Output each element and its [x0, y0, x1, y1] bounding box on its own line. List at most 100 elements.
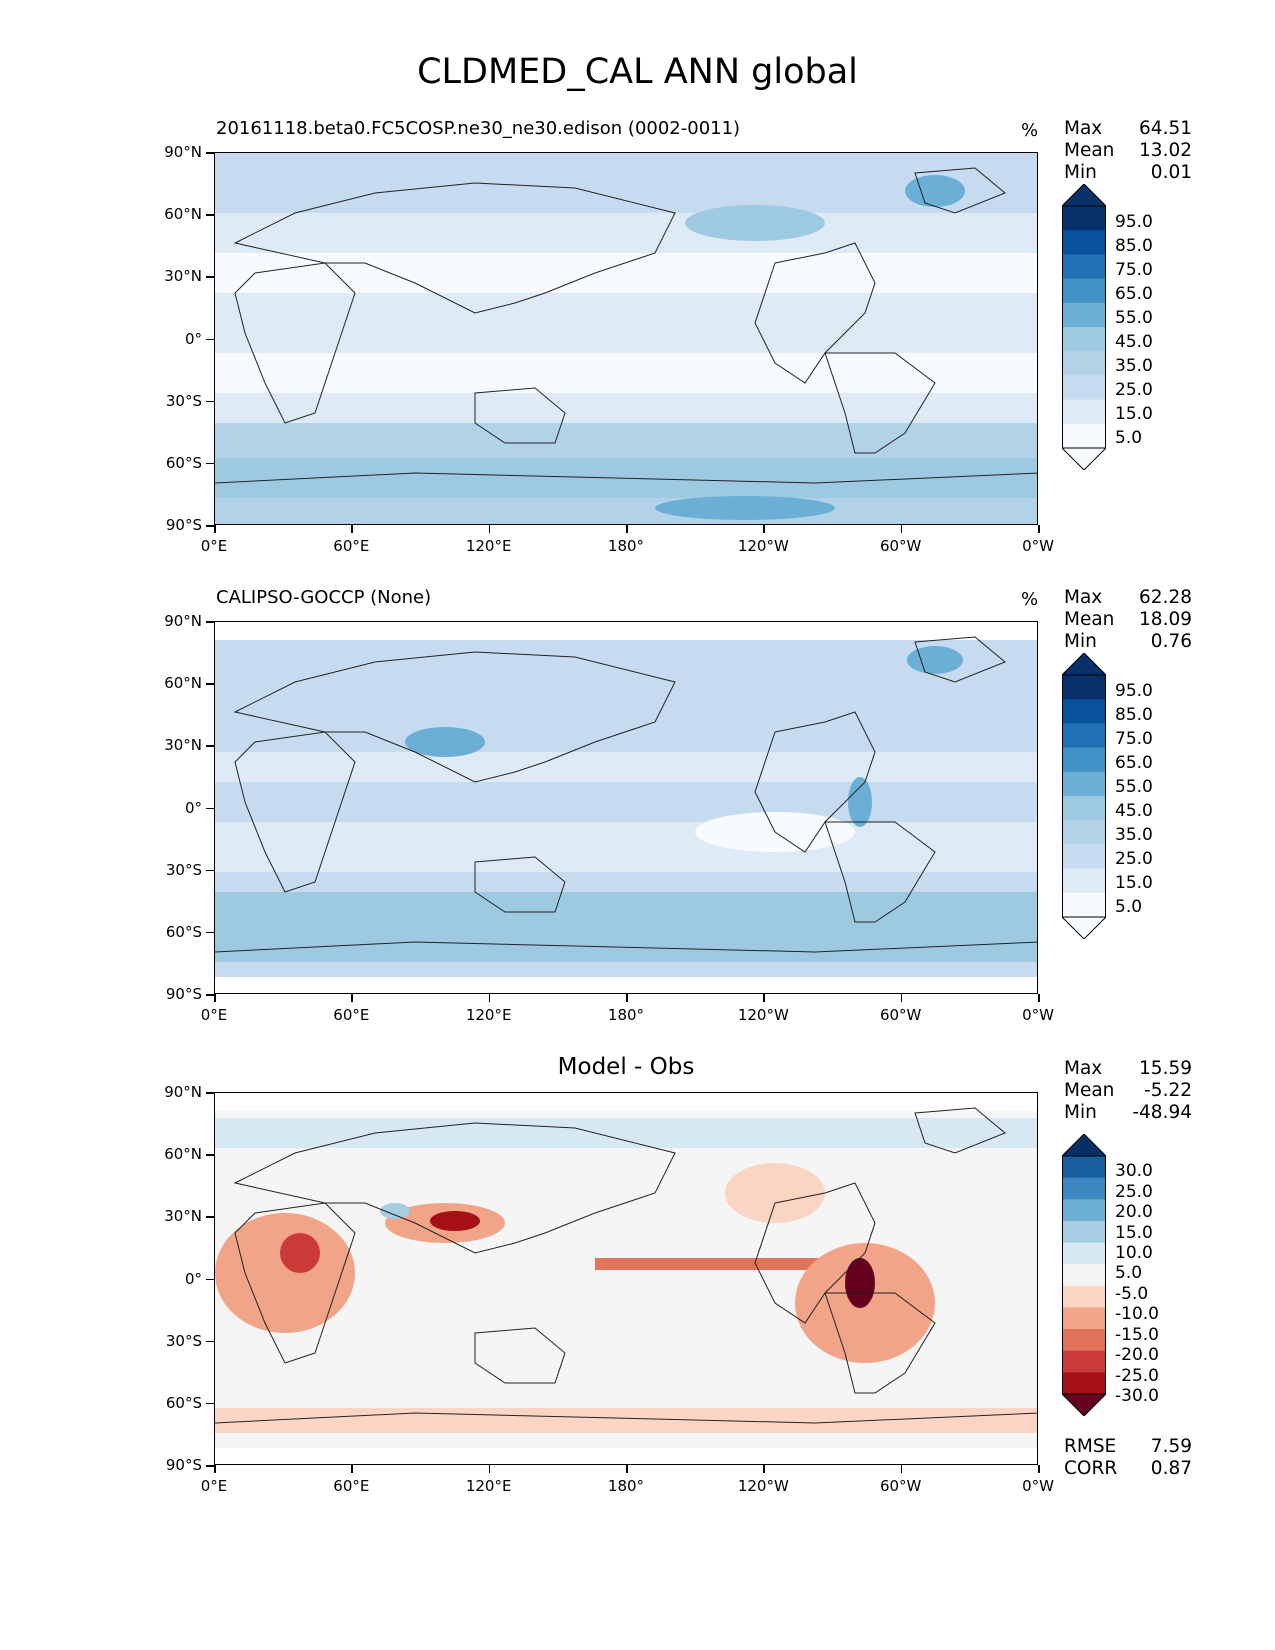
x-tick-label: 120°W — [737, 1006, 789, 1024]
y-tick — [206, 1154, 214, 1156]
x-tick — [488, 1465, 491, 1473]
stats-box: Max 15.59 Mean -5.22 Min -48.94 — [1064, 1058, 1192, 1124]
y-tick-label: 90°N — [164, 1083, 202, 1101]
stats-box: Max 62.28 Mean 18.09 Min 0.76 — [1064, 587, 1192, 653]
colorbar-label: 25.0 — [1115, 380, 1153, 400]
colorbar-segment — [1062, 868, 1106, 894]
x-tick-label: 0°E — [200, 537, 228, 555]
x-tick-label: 120°E — [465, 1006, 512, 1024]
colorbar-segment — [1062, 892, 1106, 918]
map-plot-model — [214, 152, 1038, 525]
x-tick — [214, 525, 216, 533]
colorbar-segment — [1062, 699, 1106, 724]
stat-value: 13.02 — [1139, 140, 1192, 161]
colorbar-label: 25.0 — [1115, 849, 1153, 869]
colorbar-label: 85.0 — [1115, 236, 1153, 256]
x-tick-label: 60°W — [879, 537, 922, 555]
x-tick-label: 180° — [607, 1477, 645, 1495]
y-tick — [206, 621, 214, 623]
coastlines — [215, 167, 1037, 484]
x-tick-label: 0°W — [1022, 1477, 1054, 1495]
colorbar-segment — [1062, 1220, 1106, 1244]
field-blob — [907, 646, 963, 674]
x-tick — [351, 1465, 353, 1473]
rmse-corr-box: RMSE 7.59 CORR 0.87 — [1064, 1436, 1192, 1480]
colorbar-segment — [1062, 327, 1106, 352]
colorbar-segment — [1062, 278, 1106, 304]
field-band — [215, 1118, 1037, 1148]
colorbar-segment — [1062, 1177, 1106, 1200]
y-tick-label: 30°N — [164, 1207, 202, 1226]
y-tick — [206, 745, 214, 747]
colorbar-svg — [1060, 183, 1108, 471]
y-tick-label: 90°N — [164, 143, 202, 161]
colorbar-label: 5.0 — [1115, 428, 1143, 448]
y-tick — [206, 462, 214, 465]
field-band — [215, 822, 1037, 872]
stat-label: Min — [1064, 1102, 1097, 1123]
coastlines — [215, 636, 1037, 953]
colorbar-extend-bottom — [1060, 916, 1108, 940]
y-tick — [206, 214, 214, 216]
x-tick-label: 120°E — [465, 537, 512, 555]
y-tick-label: 30°S — [165, 1331, 202, 1350]
colorbar-segment — [1062, 351, 1106, 376]
panel-model: 20161118.beta0.FC5COSP.ne30_ne30.edison … — [0, 118, 1275, 588]
y-tick — [206, 152, 214, 154]
stat-value: -48.94 — [1132, 1102, 1192, 1123]
field-band — [215, 1408, 1037, 1433]
colorbar-extend-bottom — [1060, 447, 1108, 471]
stat-label: Min — [1064, 162, 1097, 183]
y-tick — [206, 1278, 214, 1280]
x-tick-label: 60°E — [333, 1477, 370, 1495]
stat-value: 0.01 — [1150, 162, 1192, 183]
colorbar-label: -15.0 — [1115, 1325, 1159, 1345]
field-blob — [430, 1211, 480, 1231]
coastlines — [215, 1107, 1037, 1424]
x-tick — [763, 525, 765, 533]
y-tick-label: 60°S — [165, 922, 202, 941]
x-tick-label: 120°E — [465, 1477, 512, 1495]
x-tick — [214, 1465, 216, 1473]
x-tick-label: 60°E — [333, 1006, 370, 1024]
figure-title: CLDMED_CAL ANN global — [417, 52, 858, 92]
y-tick-label: 60°N — [164, 205, 202, 224]
stat-value: 7.59 — [1150, 1436, 1192, 1457]
y-tick — [206, 931, 214, 934]
y-tick-label: 30°S — [165, 860, 202, 879]
stat-label: Mean — [1064, 1080, 1115, 1101]
stat-value: 64.51 — [1139, 118, 1192, 139]
colorbar-segment — [1062, 1307, 1106, 1330]
y-tick-label: 30°N — [164, 736, 202, 755]
colorbar-label: 65.0 — [1115, 284, 1153, 304]
map-svg-diff — [215, 1093, 1037, 1464]
colorbar-label: 95.0 — [1115, 212, 1153, 232]
field-band — [215, 752, 1037, 782]
colorbar-segment — [1062, 1156, 1106, 1179]
colorbar-label: 10.0 — [1115, 1243, 1153, 1263]
y-tick-label: 60°N — [164, 1145, 202, 1164]
colorbar-label: 25.0 — [1115, 1182, 1153, 1202]
colorbar — [1060, 1133, 1108, 1420]
y-tick-label: 90°N — [164, 612, 202, 630]
colorbar-segment — [1062, 1264, 1106, 1287]
x-tick — [1038, 1465, 1040, 1473]
colorbar-segment — [1062, 1285, 1106, 1308]
y-tick — [206, 1402, 214, 1405]
x-tick-label: 0°E — [200, 1477, 228, 1495]
colorbar-segment — [1062, 723, 1106, 749]
x-tick-label: 0°W — [1022, 537, 1054, 555]
colorbar-svg — [1060, 1133, 1108, 1417]
colorbar-label: 55.0 — [1115, 777, 1153, 797]
y-tick — [206, 1465, 214, 1467]
x-tick-label: 180° — [607, 1006, 645, 1024]
colorbar-label: 20.0 — [1115, 1202, 1153, 1222]
colorbar-segment — [1062, 375, 1106, 401]
field-band — [215, 153, 1037, 213]
stats-box: Max 64.51 Mean 13.02 Min 0.01 — [1064, 118, 1192, 184]
colorbar-label: 75.0 — [1115, 729, 1153, 749]
y-tick-label: 90°S — [165, 985, 202, 1003]
colorbar — [1060, 183, 1108, 474]
field-blob — [845, 1258, 875, 1308]
colorbar-label: 30.0 — [1115, 1161, 1153, 1181]
